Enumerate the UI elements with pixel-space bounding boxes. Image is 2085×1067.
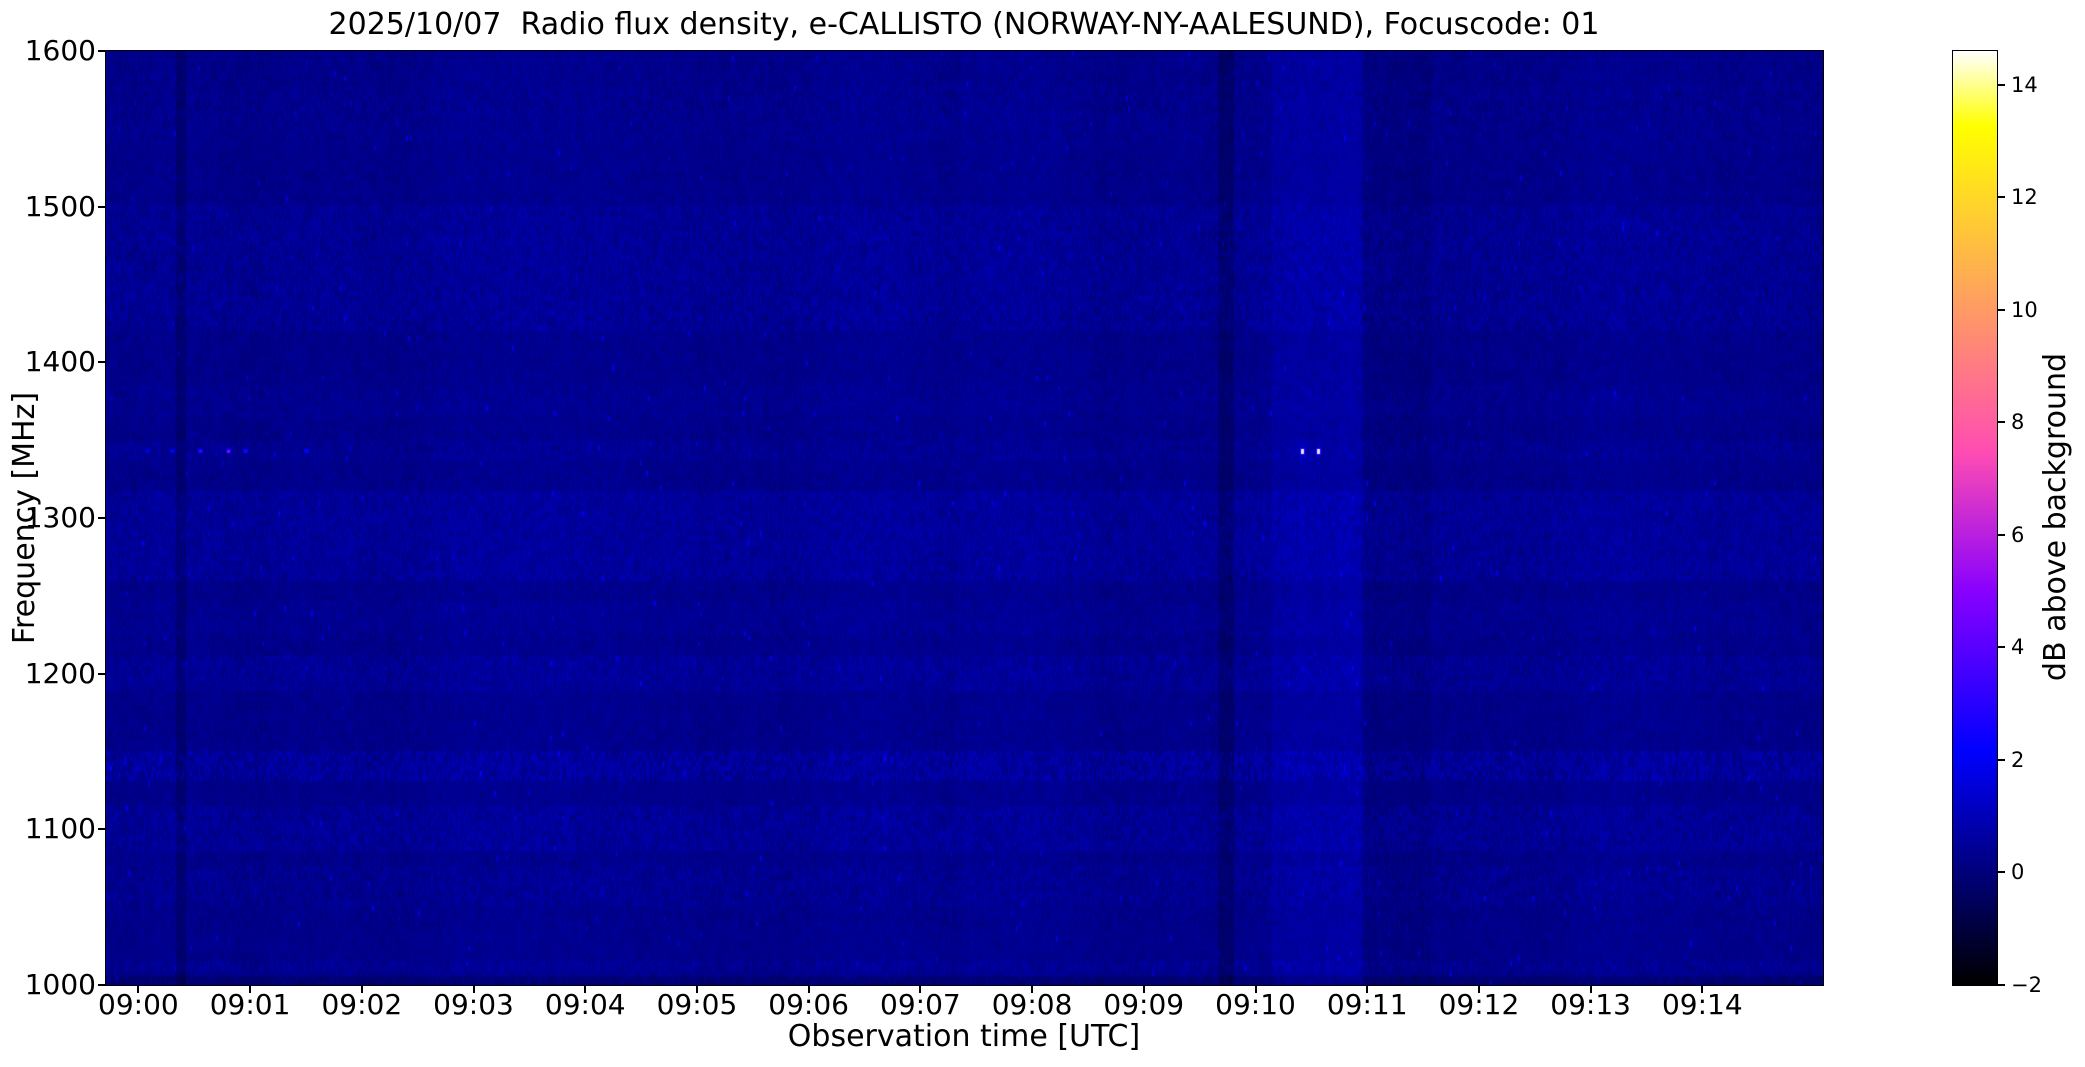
x-tick-label: 09:03	[433, 988, 514, 1021]
x-tick-mark	[472, 986, 475, 993]
x-tick-mark	[249, 986, 252, 993]
y-tick-mark	[98, 205, 105, 208]
x-tick-label: 09:13	[1550, 988, 1631, 1021]
y-tick-label: 1300	[24, 501, 96, 534]
x-tick-mark	[695, 986, 698, 993]
x-tick-mark	[1477, 986, 1480, 993]
colorbar-tick-label: 2	[2011, 747, 2025, 772]
x-tick-label: 09:09	[1103, 988, 1185, 1021]
y-tick-mark	[98, 361, 105, 364]
x-tick-label: 09:05	[656, 988, 738, 1021]
colorbar-tick-mark	[1998, 871, 2005, 874]
colorbar-tick-mark	[1998, 984, 2005, 986]
y-tick-label: 1500	[24, 189, 96, 223]
x-tick-label: 09:11	[1326, 988, 1408, 1021]
x-tick-mark	[137, 986, 140, 993]
x-tick-mark	[807, 986, 810, 993]
y-tick-label: 1400	[24, 345, 96, 379]
x-tick-mark	[1589, 986, 1592, 993]
x-tick-mark	[1366, 986, 1369, 993]
x-tick-label: 09:06	[768, 988, 850, 1021]
y-tick-mark	[98, 672, 105, 675]
colorbar-tick-label: 0	[2011, 860, 2025, 885]
x-tick-label: 09:14	[1661, 988, 1743, 1021]
colorbar-tick-label: 14	[2011, 72, 2038, 97]
colorbar-label: dB above background	[2038, 352, 2073, 682]
colorbar-tick-label: 12	[2011, 185, 2038, 210]
spectrogram-canvas	[106, 51, 1823, 985]
colorbar-tick-mark	[1998, 533, 2005, 536]
x-tick-label: 09:12	[1438, 988, 1520, 1021]
y-tick-label: 1600	[24, 34, 96, 67]
colorbar-tick-mark	[1998, 758, 2005, 761]
x-tick-label: 09:00	[98, 988, 179, 1021]
y-tick-label: 1200	[24, 656, 96, 690]
x-tick-mark	[1701, 986, 1704, 993]
y-tick-mark	[98, 517, 105, 519]
x-tick-label: 09:08	[991, 988, 1073, 1021]
colorbar-tick-label: 4	[2011, 635, 2025, 660]
x-tick-mark	[1031, 986, 1034, 993]
colorbar-canvas	[1953, 51, 1997, 985]
plot-area	[105, 50, 1824, 986]
x-tick-label: 09:01	[209, 988, 291, 1021]
colorbar-tick-label: 6	[2011, 522, 2025, 547]
x-tick-mark	[584, 986, 587, 993]
colorbar-tick-mark	[1998, 196, 2005, 199]
x-tick-label: 09:07	[880, 988, 961, 1021]
y-tick-label: 1000	[24, 968, 96, 1001]
y-tick-mark	[98, 828, 105, 831]
x-tick-mark	[919, 986, 922, 993]
colorbar-tick-mark	[1998, 421, 2005, 424]
x-tick-label: 09:02	[321, 988, 403, 1021]
colorbar-tick-mark	[1998, 308, 2005, 311]
y-tick-mark	[98, 50, 105, 52]
chart-title: 2025/10/07 Radio flux density, e-CALLIST…	[328, 7, 1600, 42]
colorbar-tick-label: −2	[2011, 973, 2042, 997]
colorbar-tick-label: 8	[2011, 410, 2025, 435]
x-tick-mark	[360, 986, 363, 993]
colorbar-tick-mark	[1998, 83, 2005, 86]
y-tick-mark	[98, 984, 105, 986]
colorbar-tick-label: 10	[2011, 297, 2038, 322]
y-tick-label: 1100	[24, 812, 96, 846]
x-tick-label: 09:04	[544, 988, 626, 1021]
x-tick-mark	[1142, 986, 1145, 993]
x-tick-label: 09:10	[1215, 988, 1296, 1021]
colorbar	[1952, 50, 1998, 986]
colorbar-tick-mark	[1998, 646, 2005, 649]
x-tick-mark	[1254, 986, 1257, 993]
x-axis-label: Observation time [UTC]	[787, 1019, 1141, 1054]
